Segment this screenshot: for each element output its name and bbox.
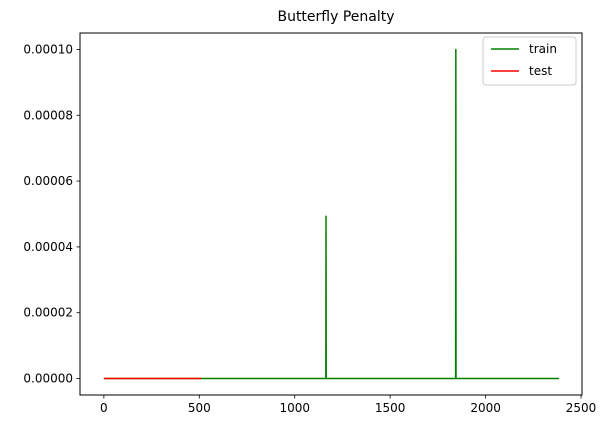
legend-label-test: test <box>529 64 552 78</box>
y-tick-label: 0.00008 <box>23 108 73 122</box>
y-axis: 0.00000 0.00002 0.00004 0.00006 0.00008 0.000… <box>23 42 80 386</box>
series-line-train <box>103 48 560 380</box>
x-tick-label: 2500 <box>566 401 597 415</box>
axes-frame <box>79 32 583 396</box>
y-tick-label: 0.00010 <box>23 42 73 56</box>
chart-title: Butterfly Penalty <box>277 9 394 25</box>
x-tick-label: 500 <box>188 401 211 415</box>
x-tick-label: 0 <box>100 401 108 415</box>
legend-label-train: train <box>529 42 557 56</box>
x-tick-label: 1500 <box>375 401 406 415</box>
x-tick-label: 2000 <box>470 401 501 415</box>
plot-area <box>103 48 560 380</box>
legend: train test <box>482 36 577 86</box>
y-tick-label: 0.00002 <box>23 306 73 320</box>
y-tick-label: 0.00006 <box>23 174 73 188</box>
y-tick-label: 0.00004 <box>23 240 73 254</box>
y-tick-label: 0.00000 <box>23 372 73 386</box>
x-tick-label: 1000 <box>279 401 310 415</box>
x-axis: 0 500 1000 1500 2000 2500 <box>100 395 596 415</box>
